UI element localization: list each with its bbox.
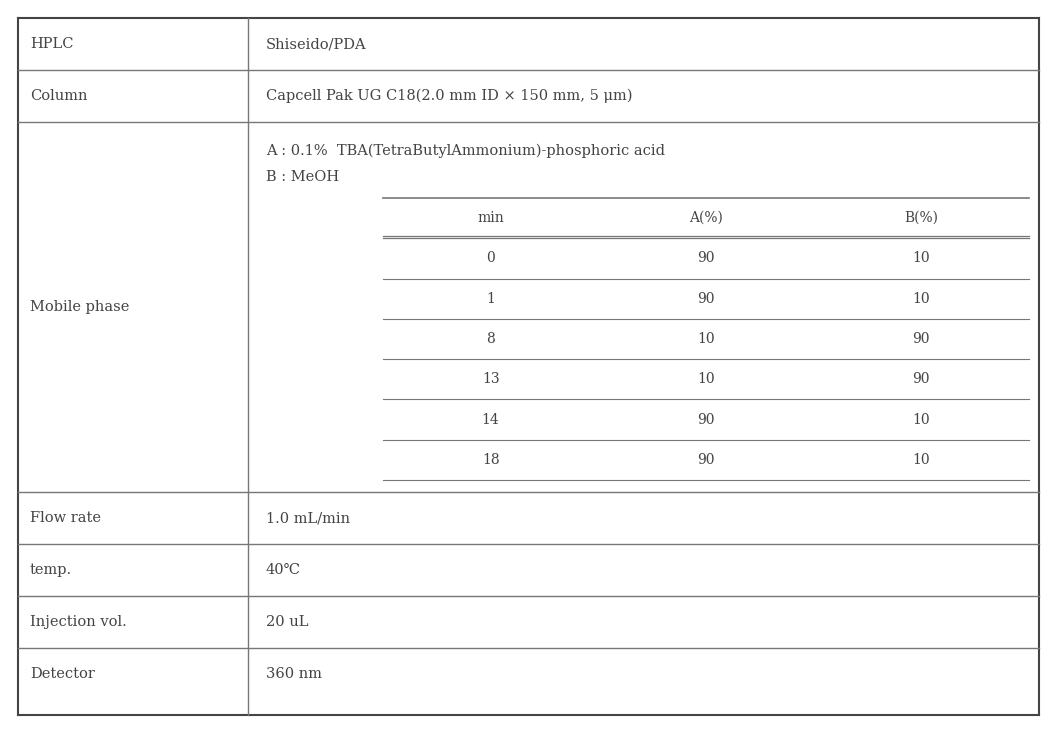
Text: Mobile phase: Mobile phase [30,300,129,314]
Text: 1: 1 [486,292,495,306]
Text: A : 0.1%  TBA(TetraButylAmmonium)-phosphoric acid: A : 0.1% TBA(TetraButylAmmonium)-phospho… [266,144,665,158]
Text: Injection vol.: Injection vol. [30,615,127,629]
Text: temp.: temp. [30,563,72,577]
Text: 10: 10 [698,372,715,386]
Text: B : MeOH: B : MeOH [266,170,339,184]
Text: 90: 90 [698,292,715,306]
Text: 360 nm: 360 nm [266,667,322,681]
Text: Column: Column [30,89,88,103]
Text: 40℃: 40℃ [266,563,301,577]
Text: HPLC: HPLC [30,37,74,51]
Text: Shiseido/PDA: Shiseido/PDA [266,37,367,51]
Text: 20 uL: 20 uL [266,615,309,629]
Text: Capcell Pak UG C18(2.0 mm ID × 150 mm, 5 μm): Capcell Pak UG C18(2.0 mm ID × 150 mm, 5… [266,89,632,103]
Text: 90: 90 [912,332,930,346]
Text: 90: 90 [698,453,715,467]
Text: 90: 90 [912,372,930,386]
Text: 1.0 mL/min: 1.0 mL/min [266,511,350,525]
Text: 0: 0 [486,251,495,265]
Text: B(%): B(%) [905,211,939,225]
Text: Flow rate: Flow rate [30,511,101,525]
Text: min: min [478,211,504,225]
Text: 10: 10 [912,453,930,467]
Text: 10: 10 [912,292,930,306]
Text: Detector: Detector [30,667,95,681]
Text: 10: 10 [698,332,715,346]
Text: A(%): A(%) [689,211,723,225]
Text: 13: 13 [482,372,500,386]
Text: 90: 90 [698,413,715,427]
Text: 10: 10 [912,251,930,265]
Text: 90: 90 [698,251,715,265]
Text: 10: 10 [912,413,930,427]
Text: 8: 8 [486,332,495,346]
Text: 14: 14 [482,413,500,427]
Text: 18: 18 [482,453,500,467]
